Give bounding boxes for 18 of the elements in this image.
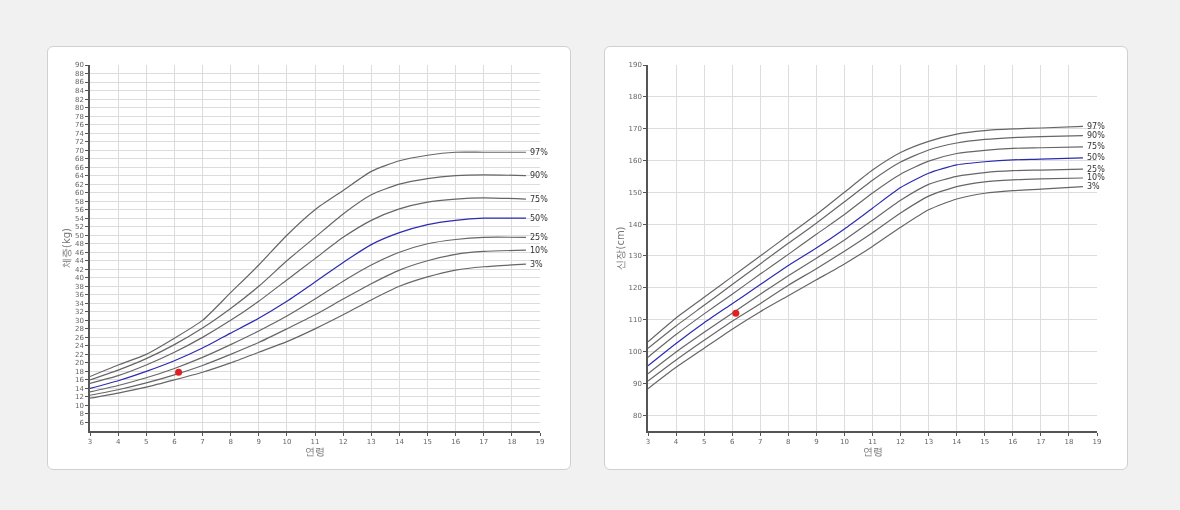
series-label: 90% xyxy=(530,171,549,180)
series-label: 50% xyxy=(530,214,549,223)
series-label: 97% xyxy=(530,148,549,157)
series-label: 90% xyxy=(1087,131,1106,140)
series-label: 97% xyxy=(1087,122,1106,131)
x-axis-title: 연령 xyxy=(305,446,325,458)
series-label: 75% xyxy=(1087,142,1106,151)
series-label: 25% xyxy=(1087,165,1106,174)
y-axis-title: 체중(kg) xyxy=(61,227,73,268)
x-axis-title: 연령 xyxy=(862,446,883,458)
series-label: 10% xyxy=(1087,173,1106,182)
series-label: 50% xyxy=(1087,153,1106,162)
series-label: 75% xyxy=(530,195,549,204)
y-axis-title: 신장(cm) xyxy=(614,226,626,270)
series-label: 3% xyxy=(1087,182,1101,191)
series-label: 25% xyxy=(530,233,549,242)
series-label: 3% xyxy=(530,260,544,269)
series-label: 10% xyxy=(530,246,549,255)
